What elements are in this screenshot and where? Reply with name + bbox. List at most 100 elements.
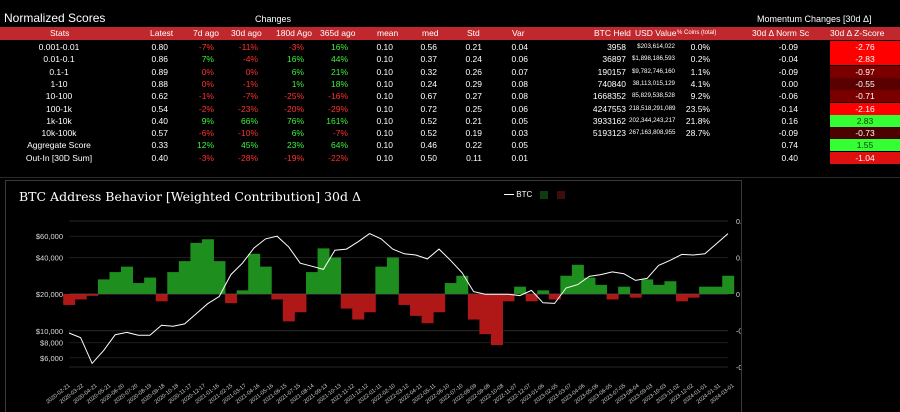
cell-med: 0.52 [420, 128, 437, 139]
cell-pct: 9.2% [690, 91, 710, 102]
col-var[interactable]: Var [512, 28, 525, 38]
contribution-bar [502, 294, 515, 302]
chart-svg: 0.04 0.02 0 -0.02 -0.04 $60,000 $40,000 $20,000… [36, 219, 741, 405]
cell-med: 0.37 [420, 54, 437, 65]
col-pct-coins[interactable]: % Coins (total) [677, 30, 717, 36]
cell-med: 0.72 [420, 103, 437, 114]
zscore-cell: -1.04 [830, 151, 900, 164]
cell-pct: 21.8% [685, 115, 710, 126]
contribution-bar [97, 279, 110, 294]
zscore-cell: -0.73 [830, 127, 900, 140]
cell-norm: 0.00 [781, 78, 798, 89]
legend-red-swatch [556, 190, 565, 199]
cell-latest: 0.80 [151, 42, 168, 52]
contribution-bar [664, 281, 677, 294]
contribution-bar [606, 294, 619, 300]
col-180d[interactable]: 180d Ago [276, 28, 312, 38]
cell-btc: 190157 [597, 66, 626, 77]
cell-var: 0.04 [511, 42, 528, 52]
contribution-bar [271, 294, 284, 300]
contribution-bar [144, 277, 157, 294]
cell-d30: -4% [242, 54, 258, 65]
cell-d7: 12% [196, 140, 214, 151]
contribution-bar [560, 275, 573, 294]
y-right-tick-label: -0.04 [736, 365, 741, 372]
col-usd-value[interactable]: USD Value [635, 28, 677, 38]
col-7d[interactable]: 7d ago [193, 28, 219, 38]
cell-med: 0.56 [420, 42, 437, 52]
cell-d365: -22% [328, 152, 348, 163]
changes-group-title: Changes [255, 14, 292, 24]
cell-mean: 0.10 [376, 152, 393, 163]
cell-pct: 1.1% [690, 66, 710, 77]
cell-usd: 85,829,538,528 [631, 92, 675, 100]
cell-var: 0.05 [511, 140, 528, 151]
table-header: Stats Latest 7d ago 30d ago 180d Ago 365… [0, 27, 900, 40]
cell-d7: -3% [198, 152, 214, 163]
cell-stat: 1-10 [50, 78, 68, 89]
contribution-bar [421, 294, 434, 324]
contribution-bar [236, 290, 249, 294]
zscore-cell: -0.55 [830, 77, 900, 90]
cell-std: 0.19 [465, 128, 482, 139]
cell-d30: 45% [240, 140, 258, 151]
cell-d180: -19% [284, 152, 304, 163]
cell-d365: 18% [330, 78, 348, 89]
cell-btc: 5193123 [592, 128, 626, 139]
cell-stat: 100-1k [46, 103, 72, 114]
cell-d365: 21% [330, 66, 348, 77]
cell-mean: 0.10 [376, 128, 393, 139]
cell-d180: 16% [286, 54, 304, 65]
table-row: 1k-10k 0.40 9% 66% 76% 161% 0.10 0.52 0.21 0.05 39… [0, 114, 900, 127]
contribution-bar [537, 290, 550, 294]
contribution-bar [652, 284, 665, 294]
contribution-bar [201, 239, 214, 294]
table-row: 10-100 0.62 -1% -7% -25% -16% 0.10 0.67 0.27 0.08… [0, 90, 900, 103]
cell-d180: -20% [284, 103, 304, 114]
y-right-tick-label: 0.02 [736, 256, 741, 263]
col-latest[interactable]: Latest [150, 28, 174, 38]
cell-var: 0.03 [511, 128, 528, 139]
cell-mean: 0.10 [376, 115, 393, 126]
contribution-bar [386, 257, 399, 294]
contribution-bar [595, 284, 608, 294]
col-med[interactable]: med [422, 28, 439, 38]
col-stats[interactable]: Stats [50, 28, 70, 38]
contribution-bar [618, 286, 631, 294]
contribution-bar [699, 286, 712, 294]
cell-std: 0.29 [465, 78, 482, 89]
contribution-bar [63, 294, 76, 305]
cell-std: 0.27 [465, 91, 482, 102]
contribution-bar [571, 264, 584, 294]
cell-med: 0.67 [420, 91, 437, 102]
zscore-cell: -2.83 [830, 53, 900, 66]
col-zscore[interactable]: 30d Δ Z-Score [830, 28, 885, 38]
cell-usd: $203,614,022 [637, 43, 675, 50]
cell-latest: 0.86 [151, 54, 168, 65]
cell-latest: 0.57 [151, 128, 168, 139]
zscore-cell: -2.16 [830, 102, 900, 115]
cell-d30: -7% [242, 91, 258, 102]
cell-latest: 0.54 [151, 103, 168, 114]
cell-stat: 1k-10k [46, 115, 72, 126]
col-30d[interactable]: 30d ago [231, 28, 262, 38]
cell-btc: 1668352 [592, 91, 626, 102]
y-left-tick-label: $10,000 [36, 327, 63, 336]
cell-med: 0.46 [420, 140, 437, 151]
col-btc-held[interactable]: BTC Held [594, 28, 631, 38]
zscore-cell: 1.55 [830, 139, 900, 152]
contribution-bar [687, 294, 700, 298]
cell-pct [684, 139, 710, 151]
col-365d[interactable]: 365d ago [320, 28, 356, 38]
cell-pct: 4.1% [690, 78, 710, 89]
cell-latest: 0.89 [151, 66, 168, 77]
cell-d365: -29% [328, 103, 348, 114]
cell-d7: -2% [198, 103, 214, 114]
col-norm[interactable]: 30d Δ Norm Sc [752, 28, 810, 38]
cell-d365: 44% [330, 54, 348, 65]
contribution-bar [352, 294, 365, 320]
cell-btc: 3958 [607, 42, 626, 52]
col-mean[interactable]: mean [377, 28, 399, 38]
cell-norm: -0.14 [778, 103, 798, 114]
col-std[interactable]: Std [467, 28, 480, 38]
